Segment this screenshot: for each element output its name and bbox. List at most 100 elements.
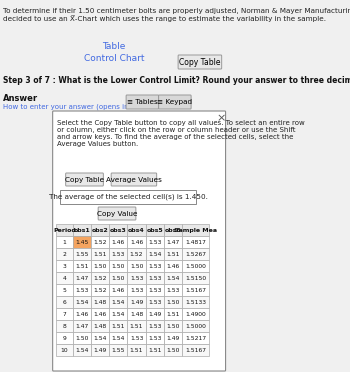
Text: 1.53: 1.53 (148, 324, 161, 328)
Text: The average of the selected cell(s) is 1.450.: The average of the selected cell(s) is 1… (49, 194, 208, 200)
Text: 1.50: 1.50 (166, 347, 180, 353)
FancyBboxPatch shape (164, 260, 182, 272)
Text: 5: 5 (62, 288, 66, 292)
Text: 4: 4 (63, 276, 66, 280)
FancyBboxPatch shape (146, 344, 164, 356)
Text: 1.53: 1.53 (75, 288, 89, 292)
FancyBboxPatch shape (56, 236, 73, 248)
Text: ≡ Keypad: ≡ Keypad (157, 99, 192, 105)
FancyBboxPatch shape (111, 173, 157, 186)
FancyBboxPatch shape (127, 272, 146, 284)
FancyBboxPatch shape (182, 284, 209, 296)
Text: Period: Period (53, 228, 76, 232)
Text: 1.5000: 1.5000 (185, 324, 206, 328)
FancyBboxPatch shape (146, 260, 164, 272)
Text: 1.53: 1.53 (148, 299, 161, 305)
FancyBboxPatch shape (146, 236, 164, 248)
FancyBboxPatch shape (127, 344, 146, 356)
Text: 1.46: 1.46 (130, 240, 143, 244)
Text: 1.46: 1.46 (75, 311, 89, 317)
Text: 1.53: 1.53 (130, 276, 143, 280)
FancyBboxPatch shape (73, 308, 91, 320)
FancyBboxPatch shape (164, 272, 182, 284)
FancyBboxPatch shape (164, 308, 182, 320)
FancyBboxPatch shape (164, 344, 182, 356)
FancyBboxPatch shape (73, 272, 91, 284)
Text: ×: × (216, 113, 226, 123)
Text: Copy Table: Copy Table (65, 176, 104, 183)
Text: 1.53: 1.53 (166, 288, 180, 292)
Text: Control Chart: Control Chart (84, 54, 144, 63)
Text: 1.51: 1.51 (112, 324, 125, 328)
Text: 1.52: 1.52 (130, 251, 143, 257)
FancyBboxPatch shape (127, 332, 146, 344)
FancyBboxPatch shape (91, 332, 109, 344)
Text: Average Values: Average Values (106, 176, 162, 183)
FancyBboxPatch shape (127, 236, 146, 248)
Text: 1.5000: 1.5000 (185, 263, 206, 269)
Text: 1.46: 1.46 (93, 311, 107, 317)
Text: obs5: obs5 (146, 228, 163, 232)
Text: 1.54: 1.54 (112, 311, 125, 317)
Text: To determine if their 1.50 centimeter bolts are properly adjusted, Norman & Maye: To determine if their 1.50 centimeter bo… (2, 8, 350, 22)
Text: 9: 9 (63, 336, 66, 340)
FancyBboxPatch shape (182, 236, 209, 248)
Text: Select the Copy Table button to copy all values. To select an entire row
or colu: Select the Copy Table button to copy all… (57, 120, 305, 147)
Text: 1.49: 1.49 (130, 299, 143, 305)
FancyBboxPatch shape (127, 260, 146, 272)
FancyBboxPatch shape (182, 272, 209, 284)
FancyBboxPatch shape (109, 344, 127, 356)
Text: 8: 8 (63, 324, 66, 328)
Text: 1.46: 1.46 (112, 288, 125, 292)
Text: 1.48: 1.48 (130, 311, 143, 317)
FancyBboxPatch shape (146, 296, 164, 308)
Text: 1.53: 1.53 (148, 276, 161, 280)
FancyBboxPatch shape (182, 296, 209, 308)
Text: 1.45: 1.45 (75, 240, 89, 244)
FancyBboxPatch shape (182, 308, 209, 320)
FancyBboxPatch shape (56, 284, 73, 296)
Text: 1.50: 1.50 (166, 299, 180, 305)
FancyBboxPatch shape (73, 260, 91, 272)
Text: ≡ Tables: ≡ Tables (127, 99, 158, 105)
Text: 10: 10 (61, 347, 68, 353)
FancyBboxPatch shape (127, 284, 146, 296)
FancyBboxPatch shape (91, 272, 109, 284)
FancyBboxPatch shape (52, 111, 225, 371)
FancyBboxPatch shape (109, 308, 127, 320)
FancyBboxPatch shape (164, 332, 182, 344)
FancyBboxPatch shape (127, 308, 146, 320)
FancyBboxPatch shape (146, 332, 164, 344)
FancyBboxPatch shape (109, 272, 127, 284)
FancyBboxPatch shape (164, 248, 182, 260)
Text: 1.50: 1.50 (112, 276, 125, 280)
FancyBboxPatch shape (109, 248, 127, 260)
FancyBboxPatch shape (164, 224, 182, 236)
FancyBboxPatch shape (182, 344, 209, 356)
FancyBboxPatch shape (182, 248, 209, 260)
FancyBboxPatch shape (91, 320, 109, 332)
Text: 1.54: 1.54 (166, 276, 180, 280)
FancyBboxPatch shape (56, 320, 73, 332)
FancyBboxPatch shape (91, 308, 109, 320)
Text: 1.46: 1.46 (166, 263, 180, 269)
Text: 1.55: 1.55 (112, 347, 125, 353)
FancyBboxPatch shape (146, 284, 164, 296)
FancyBboxPatch shape (109, 296, 127, 308)
Text: 1.51: 1.51 (93, 251, 107, 257)
FancyBboxPatch shape (91, 248, 109, 260)
FancyBboxPatch shape (60, 190, 196, 204)
FancyBboxPatch shape (91, 224, 109, 236)
FancyBboxPatch shape (73, 224, 91, 236)
Text: 1.50: 1.50 (112, 263, 125, 269)
Text: 1.55: 1.55 (75, 251, 89, 257)
Text: 1.54: 1.54 (112, 336, 125, 340)
Text: obs6: obs6 (164, 228, 181, 232)
FancyBboxPatch shape (91, 284, 109, 296)
Text: 1.5267: 1.5267 (185, 251, 206, 257)
FancyBboxPatch shape (91, 236, 109, 248)
Text: 1.53: 1.53 (130, 336, 143, 340)
FancyBboxPatch shape (73, 284, 91, 296)
FancyBboxPatch shape (127, 224, 146, 236)
Text: 1.51: 1.51 (166, 311, 180, 317)
